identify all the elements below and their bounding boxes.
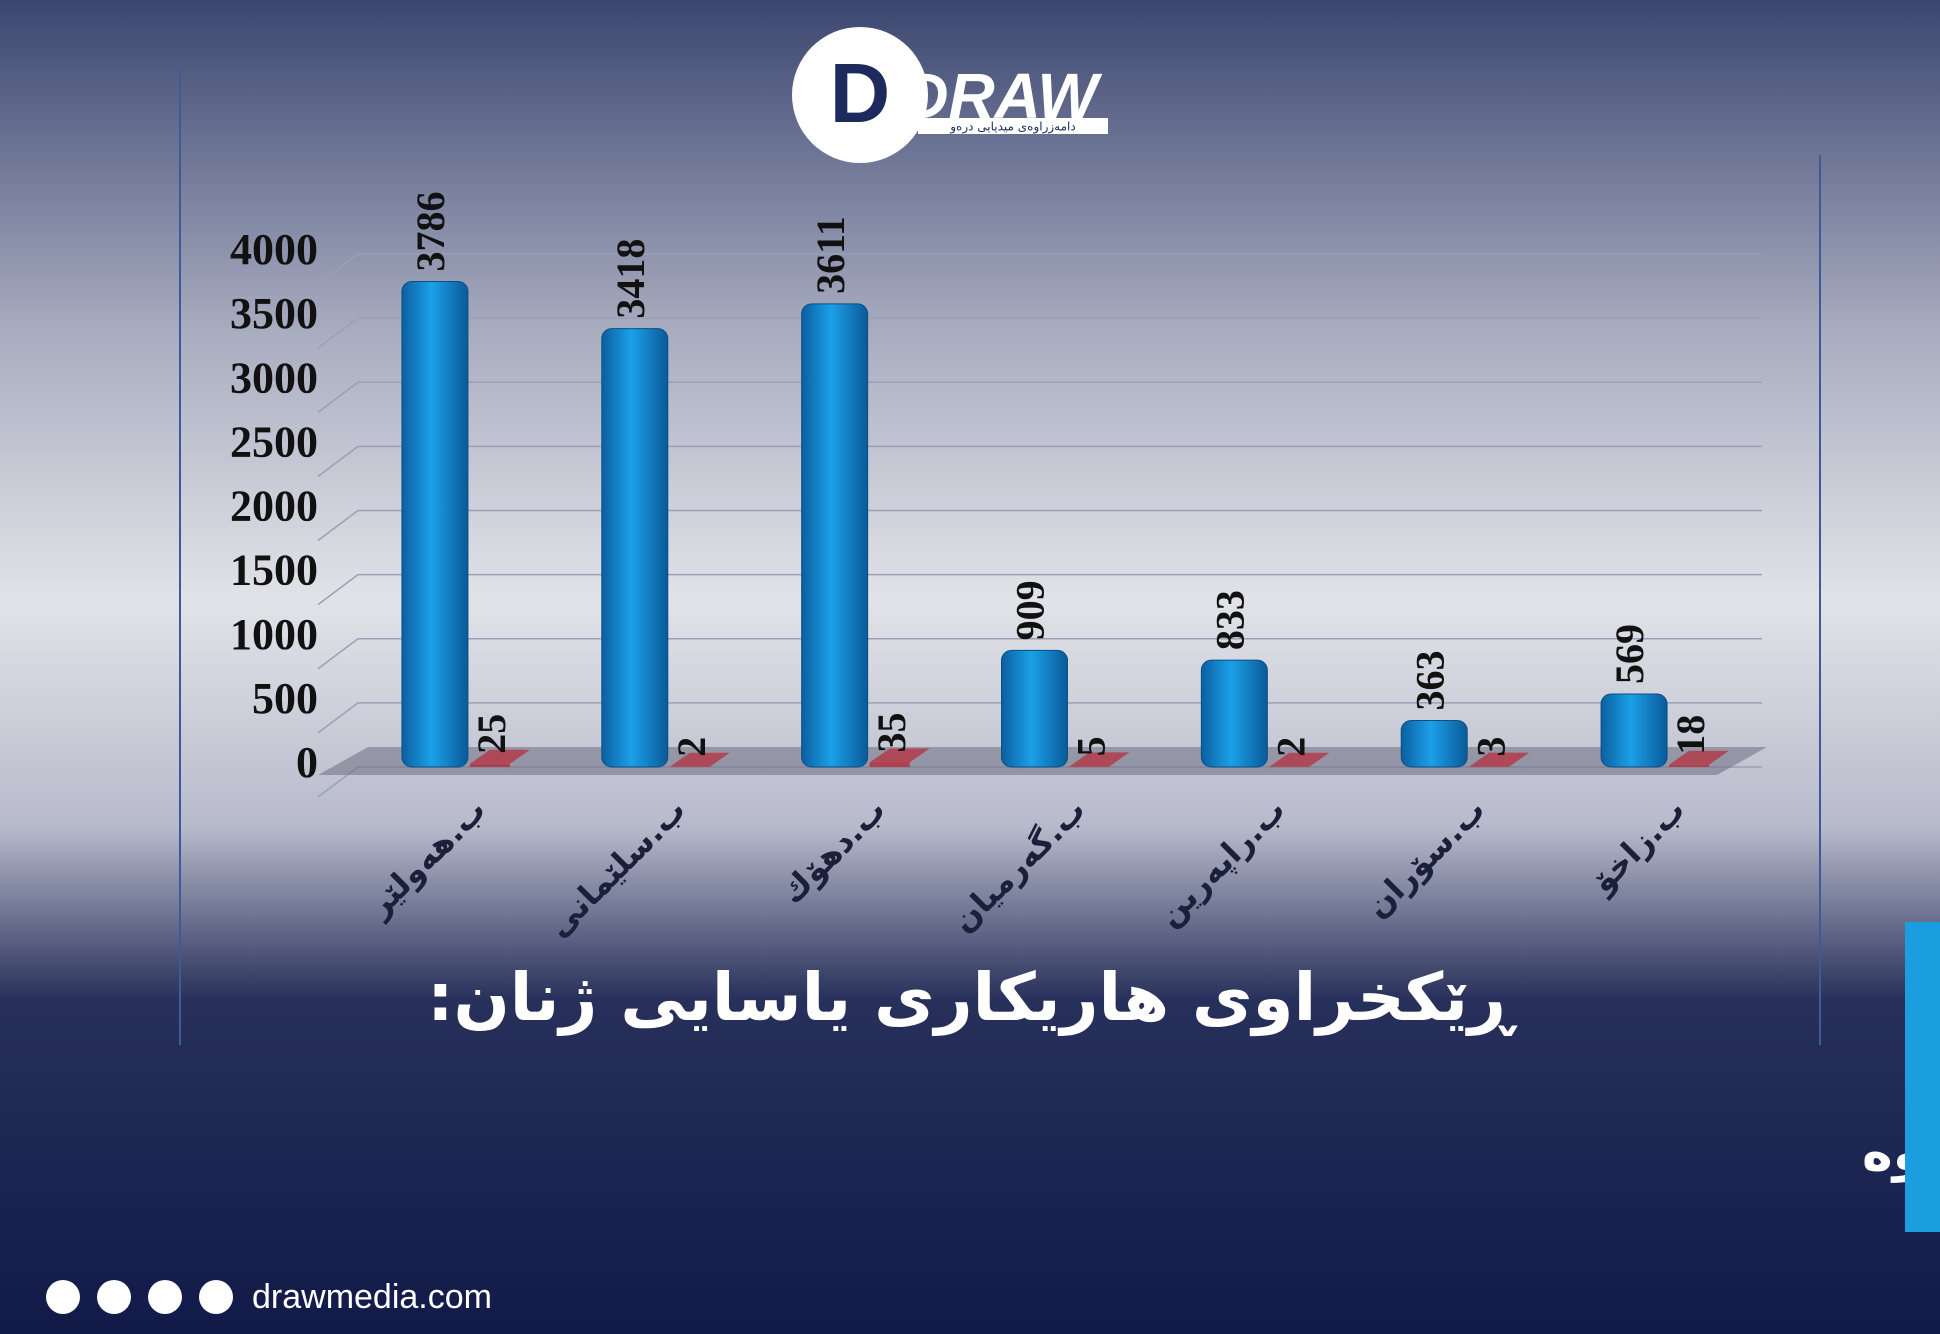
bar <box>801 303 869 768</box>
icon-facebook[interactable] <box>46 1280 80 1314</box>
y-tick-label: 3500 <box>230 289 318 338</box>
logo-bar <box>918 118 1108 134</box>
bar <box>1669 750 1730 765</box>
grid-line-depth <box>317 638 359 670</box>
social-icons <box>46 1280 233 1314</box>
value-label: 833 <box>1208 590 1253 650</box>
bar-body <box>1669 764 1710 767</box>
bar <box>1001 649 1068 768</box>
value-label: 3786 <box>408 191 453 271</box>
value-label: 18 <box>1668 715 1713 755</box>
grid-line-depth <box>317 574 359 606</box>
bar <box>601 328 669 768</box>
value-label: 3 <box>1468 737 1513 757</box>
bar <box>1469 752 1530 767</box>
y-tick-label: 1500 <box>230 546 318 595</box>
bar <box>469 749 530 764</box>
logo-letter: D <box>830 46 891 140</box>
value-label: 5 <box>1069 736 1114 756</box>
value-label: 35 <box>869 713 914 753</box>
y-tick-label: 2500 <box>230 417 318 466</box>
y-tick-label: 3000 <box>230 353 318 402</box>
value-label: 25 <box>469 714 514 754</box>
bar <box>1600 693 1668 768</box>
value-label: 569 <box>1607 624 1652 684</box>
accent-strip <box>1905 922 1940 1232</box>
bar-body <box>869 762 910 767</box>
website[interactable]: drawmedia.com <box>252 1278 492 1316</box>
headline-title: ڕێکخراوی هاریکاری یاسایی ژنان: <box>427 959 1518 1037</box>
grid-line-depth <box>317 381 359 413</box>
value-label: 2 <box>1269 737 1314 757</box>
y-tick-label: 4000 <box>230 225 318 274</box>
y-tick-label: 500 <box>252 674 318 723</box>
bar <box>1269 752 1330 767</box>
bar <box>669 752 730 767</box>
value-label: 3418 <box>608 239 653 319</box>
grid-line-depth <box>317 702 359 734</box>
icon-twitter[interactable] <box>148 1280 182 1314</box>
bar <box>1400 719 1468 768</box>
value-label: 3611 <box>808 216 853 294</box>
bar <box>1200 659 1268 768</box>
y-tick-label: 0 <box>296 738 318 787</box>
grid-line-depth <box>317 317 359 349</box>
logo-circle <box>792 27 928 163</box>
bar <box>869 748 930 763</box>
value-label: 363 <box>1407 650 1452 710</box>
y-tick-label: 1000 <box>230 610 318 659</box>
y-tick-label: 2000 <box>230 482 318 531</box>
logo: D DRAW دامەزراوەی میدیایی درەو <box>792 27 1108 163</box>
logo-subtitle: دامەزراوەی میدیایی درەو <box>949 120 1075 135</box>
icon-instagram[interactable] <box>97 1280 131 1314</box>
grid-line-depth <box>317 253 359 285</box>
grid-line-depth <box>317 445 359 477</box>
value-label: 2 <box>669 737 714 757</box>
bar-body <box>1069 766 1110 767</box>
bar <box>1069 752 1130 767</box>
icon-tiktok[interactable] <box>199 1280 233 1314</box>
bar <box>401 280 469 768</box>
value-label: 909 <box>1008 580 1053 640</box>
bar-body <box>469 763 510 767</box>
grid-line-depth <box>317 509 359 542</box>
